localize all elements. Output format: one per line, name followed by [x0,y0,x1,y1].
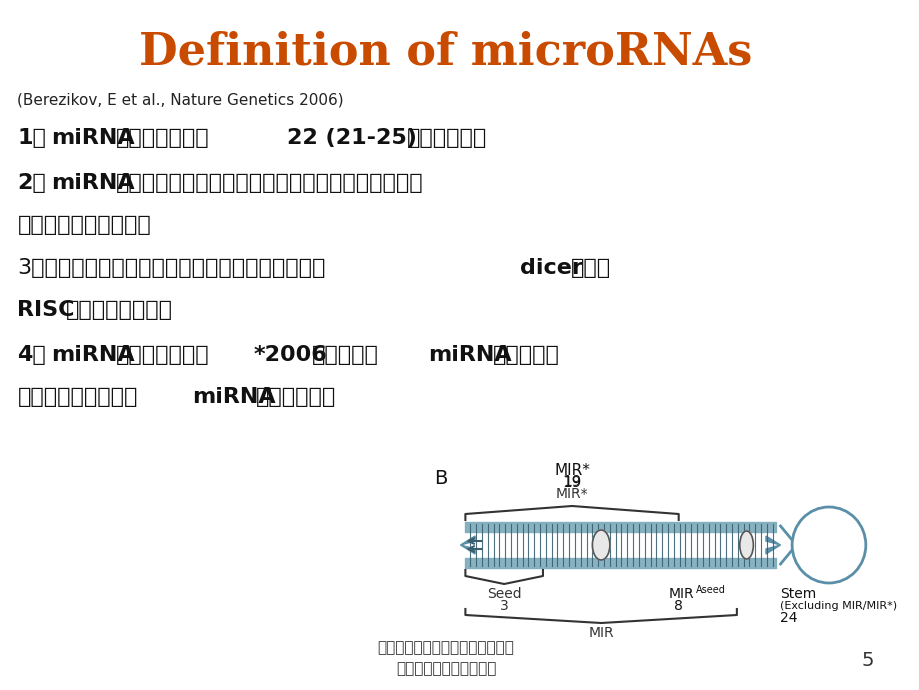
Text: miRNA: miRNA [51,128,135,148]
Text: miRNA: miRNA [51,345,135,365]
Text: 的新的生物活性小分子北京大学医
学部生理学和病理生理学: 的新的生物活性小分子北京大学医 学部生理学和病理生理学 [377,640,514,676]
Text: Stem: Stem [779,587,816,601]
Polygon shape [460,536,474,545]
Text: 5: 5 [860,651,873,669]
Text: 22 (21-25): 22 (21-25) [287,128,416,148]
Polygon shape [766,536,779,545]
Text: 大部分是保: 大部分是保 [492,345,559,365]
Text: RISC: RISC [17,300,74,320]
Text: 小，成熟体只有: 小，成熟体只有 [116,128,210,148]
Text: 年前发现的: 年前发现的 [312,345,379,365]
Text: 是不保守的）: 是不保守的） [255,387,335,407]
Text: 个核苷酸左右: 个核苷酸左右 [407,128,487,148]
Text: miRNA: miRNA [51,173,135,193]
Text: 一般是保守的（: 一般是保守的（ [116,345,210,365]
Text: MIR*: MIR* [553,462,589,477]
Text: MIR*: MIR* [555,487,588,501]
Text: 守的，随后发现很多: 守的，随后发现很多 [17,387,138,407]
Text: MIR: MIR [587,626,613,640]
Text: 有较长主干和发卡环等: 有较长主干和发卡环等 [17,215,151,235]
Text: 2、: 2、 [17,173,46,193]
Text: Definition of microRNAs: Definition of microRNAs [139,30,752,74]
Text: MIR: MIR [668,587,694,601]
Circle shape [791,507,865,583]
Text: Loop: Loop [813,533,843,546]
Text: B: B [434,469,448,488]
Text: 3: 3 [499,599,508,613]
Text: 19: 19 [562,475,581,489]
Text: (Berezikov, E et al., Nature Genetics 2006): (Berezikov, E et al., Nature Genetics 20… [17,92,344,108]
Ellipse shape [739,531,753,559]
Polygon shape [766,545,779,554]
Text: 酶切，: 酶切， [571,258,610,278]
Text: Aseed: Aseed [696,585,725,595]
Text: 24: 24 [779,611,797,625]
Text: 19: 19 [562,475,580,489]
Text: (Excluding MIR/MIR*): (Excluding MIR/MIR*) [779,601,897,611]
Text: 4、: 4、 [17,345,46,365]
Text: 前体结构具有一定特点，稳定性高，没有大的内环或: 前体结构具有一定特点，稳定性高，没有大的内环或 [116,173,424,193]
Text: Seed: Seed [486,587,521,601]
Text: 指导发挥作用等）: 指导发挥作用等） [66,300,173,320]
Polygon shape [460,545,474,554]
Text: 3、内源性的，其生物合成和作用有一定的特点（有: 3、内源性的，其生物合成和作用有一定的特点（有 [17,258,325,278]
Text: miRNA: miRNA [428,345,512,365]
Text: 4: 4 [824,546,832,560]
Text: dicer: dicer [519,258,582,278]
Text: 8: 8 [674,599,683,613]
Ellipse shape [592,530,609,560]
Text: miRNA: miRNA [192,387,276,407]
Text: *2006: *2006 [254,345,327,365]
Text: 1、: 1、 [17,128,46,148]
